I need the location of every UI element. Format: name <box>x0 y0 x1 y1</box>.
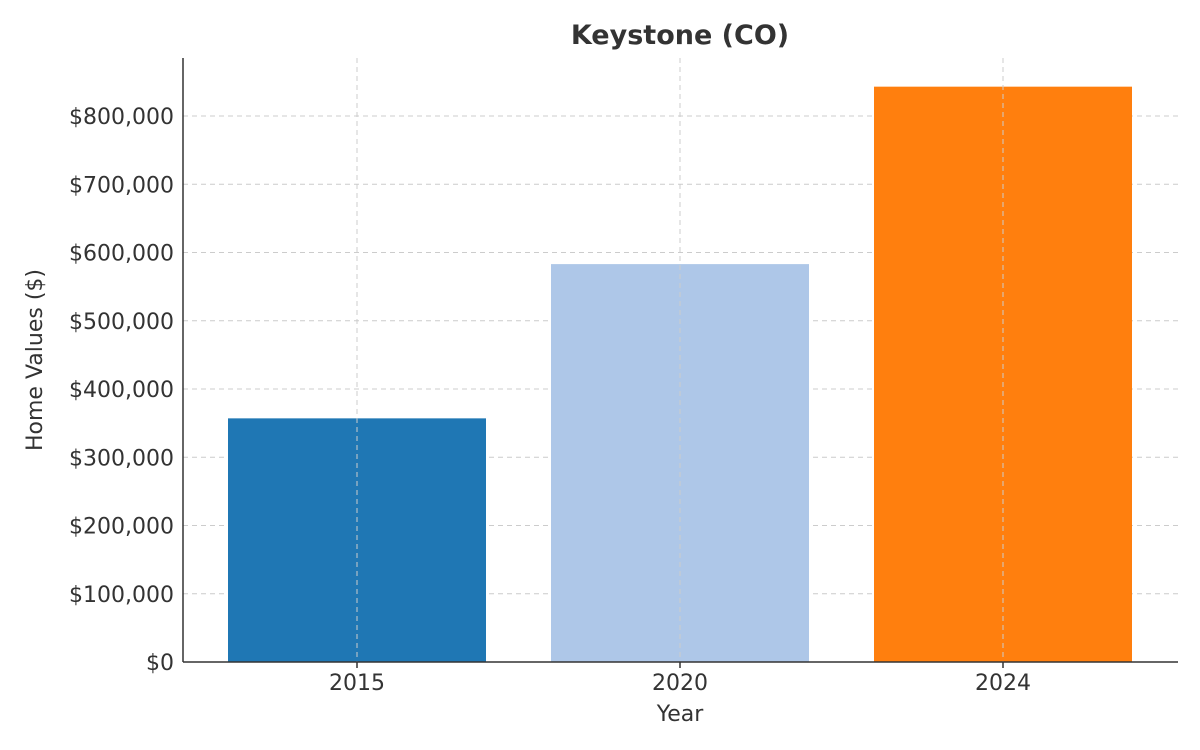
y-tick-label: $800,000 <box>69 105 174 130</box>
y-tick-label: $200,000 <box>69 515 174 540</box>
y-tick-labels: $0 $100,000 $200,000 $300,000 $400,000 $500,0… <box>69 105 174 676</box>
y-tick-label: $400,000 <box>69 378 174 403</box>
y-tick-label: $100,000 <box>69 583 174 608</box>
y-tick-label: $600,000 <box>69 242 174 267</box>
y-tick-label: $500,000 <box>69 310 174 335</box>
chart-title: Keystone (CO) <box>571 20 789 51</box>
vertical-grid-lines <box>356 58 1004 662</box>
y-tick-label: $700,000 <box>69 173 174 198</box>
y-tick-label: $300,000 <box>69 446 174 471</box>
x-tick-label: 2024 <box>975 671 1031 696</box>
x-tick-labels: 2015 2020 2024 <box>329 662 1031 696</box>
x-axis-label: Year <box>656 702 705 727</box>
x-tick-label: 2020 <box>652 671 708 696</box>
x-tick-label: 2015 <box>329 671 385 696</box>
y-axis-label: Home Values ($) <box>23 269 48 451</box>
y-tick-label: $0 <box>146 651 174 676</box>
